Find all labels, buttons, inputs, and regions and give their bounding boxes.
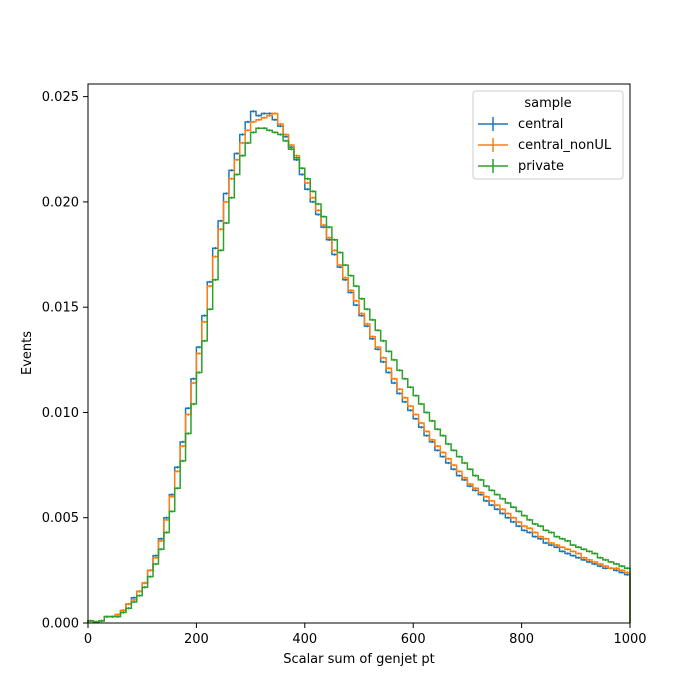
legend-entry-central-nonul: central_nonUL bbox=[478, 138, 612, 153]
legend-title: sample bbox=[524, 96, 571, 111]
legend-label-private: private bbox=[518, 159, 564, 174]
legend-entry-central: central bbox=[478, 117, 563, 132]
x-tick-label: 0 bbox=[84, 632, 92, 647]
series-layer bbox=[87, 110, 631, 624]
legend-entry-private: private bbox=[478, 159, 564, 174]
legend-box bbox=[472, 90, 624, 180]
plot-frame bbox=[87, 83, 631, 624]
x-tick-label: 800 bbox=[509, 632, 534, 647]
series-private bbox=[87, 127, 631, 624]
y-axis: 0.000 0.005 0.010 0.015 0.020 0.025 bbox=[42, 90, 88, 632]
y-tick-label: 0.010 bbox=[42, 406, 79, 421]
series-line bbox=[87, 127, 631, 623]
x-tick-label: 400 bbox=[292, 632, 317, 647]
y-axis-label: Events bbox=[20, 331, 35, 375]
y-tick-label: 0.020 bbox=[42, 195, 79, 210]
legend-label-central-nonul: central_nonUL bbox=[518, 138, 612, 153]
x-axis-label: Scalar sum of genjet pt bbox=[283, 652, 435, 667]
legend: sample central central_nonUL private bbox=[472, 90, 624, 180]
y-tick-label: 0.005 bbox=[42, 511, 79, 526]
y-tick-label: 0.025 bbox=[42, 90, 79, 105]
x-axis: 0 200 400 600 800 1000 bbox=[84, 623, 647, 647]
x-tick-label: 200 bbox=[184, 632, 209, 647]
x-tick-label: 600 bbox=[401, 632, 426, 647]
x-tick-label: 1000 bbox=[613, 632, 646, 647]
legend-label-central: central bbox=[518, 117, 563, 132]
y-tick-label: 0.015 bbox=[42, 301, 79, 316]
y-tick-label: 0.000 bbox=[42, 617, 79, 632]
